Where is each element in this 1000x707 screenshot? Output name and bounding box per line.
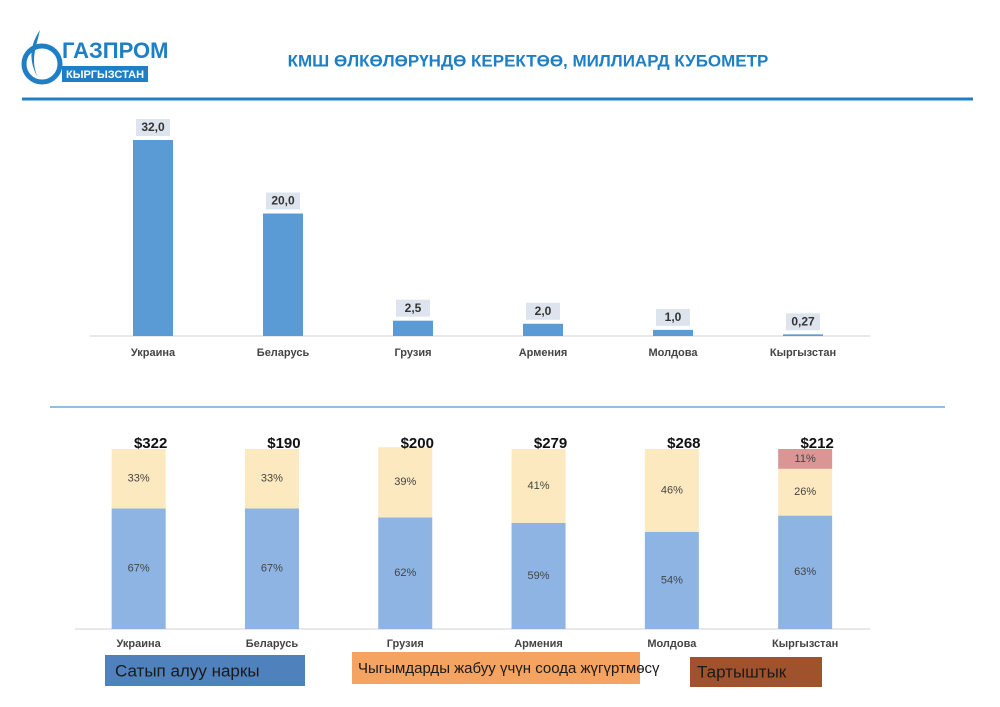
value-label-bg bbox=[656, 308, 690, 326]
value-label: 33% bbox=[261, 473, 283, 485]
bar-segment bbox=[511, 522, 566, 629]
x-tick-label: Кыргызстан bbox=[770, 347, 836, 359]
bar-segment bbox=[644, 449, 699, 532]
bar-segment bbox=[778, 468, 833, 516]
total-label: $190 bbox=[267, 435, 300, 452]
value-label-bg bbox=[786, 313, 820, 331]
bar bbox=[393, 320, 433, 336]
bar-segment bbox=[244, 508, 299, 629]
legend-swatch bbox=[690, 657, 822, 687]
value-label: 41% bbox=[528, 480, 550, 492]
value-label: 59% bbox=[528, 570, 550, 582]
legend-swatch bbox=[352, 652, 640, 684]
bar-segment bbox=[111, 508, 166, 629]
value-label-bg bbox=[266, 192, 300, 210]
value-label: 0,27 bbox=[791, 315, 815, 329]
total-label: $322 bbox=[134, 435, 167, 452]
bar bbox=[523, 323, 563, 336]
value-label: 2,0 bbox=[535, 304, 552, 318]
x-tick-label: Грузия bbox=[387, 638, 424, 650]
bar bbox=[263, 213, 303, 336]
x-tick-label: Украина bbox=[131, 347, 176, 359]
value-label: 39% bbox=[394, 476, 416, 488]
logo-ring bbox=[21, 43, 63, 85]
value-label: 63% bbox=[794, 566, 816, 578]
logo-band bbox=[62, 66, 148, 82]
value-label: 26% bbox=[794, 486, 816, 498]
total-label: $200 bbox=[401, 435, 434, 452]
bar-segment bbox=[244, 449, 299, 509]
value-label: 62% bbox=[394, 567, 416, 579]
legend-swatch bbox=[105, 655, 305, 686]
x-tick-label: Молдова bbox=[648, 347, 698, 359]
value-label: 1,0 bbox=[665, 310, 682, 324]
x-tick-label: Кыргызстан bbox=[772, 638, 838, 650]
bar-segment bbox=[378, 517, 433, 629]
logo-text: ГАЗПРОМ bbox=[62, 38, 168, 63]
total-label: $279 bbox=[534, 435, 567, 452]
legend-label: Тартыштык bbox=[697, 662, 787, 681]
total-label: $212 bbox=[800, 435, 833, 452]
bar-segment bbox=[378, 447, 433, 518]
bar bbox=[653, 329, 693, 336]
x-tick-label: Беларусь bbox=[257, 347, 310, 359]
value-label: 11% bbox=[795, 453, 816, 465]
total-label: $268 bbox=[667, 435, 700, 452]
bar bbox=[783, 334, 823, 336]
bar-segment bbox=[778, 449, 833, 469]
legend-label: Чыгымдарды жабуу үчүн соода жүгүртмөсү bbox=[358, 660, 660, 677]
value-label: 32,0 bbox=[141, 120, 165, 134]
bar-segment bbox=[111, 449, 166, 509]
x-tick-label: Армения bbox=[519, 347, 568, 359]
value-label: 20,0 bbox=[271, 194, 295, 208]
value-label-bg bbox=[396, 299, 430, 317]
value-label-bg bbox=[136, 119, 170, 136]
value-label: 33% bbox=[128, 473, 150, 485]
title: КМШ ӨЛКӨЛӨРҮНДӨ КЕРЕКТӨӨ, МИЛЛИАРД КУБОМ… bbox=[288, 51, 769, 70]
logo: ГАЗПРОМ КЫРГЫЗСТАН bbox=[21, 30, 168, 85]
value-label: 67% bbox=[261, 563, 283, 575]
value-label: 54% bbox=[661, 574, 683, 586]
bar-segment bbox=[644, 531, 699, 629]
bar-segment bbox=[511, 449, 566, 523]
x-tick-label: Грузия bbox=[394, 347, 431, 359]
x-tick-label: Молдова bbox=[647, 638, 697, 650]
legend-label: Сатып алуу наркы bbox=[115, 661, 260, 680]
logo-flame bbox=[31, 30, 40, 78]
bar bbox=[133, 140, 173, 336]
bar-segment bbox=[778, 515, 833, 629]
value-label: 67% bbox=[128, 563, 150, 575]
x-tick-label: Армения bbox=[514, 638, 563, 650]
value-label-bg bbox=[526, 302, 560, 320]
x-tick-label: Украина bbox=[117, 638, 162, 650]
x-tick-label: Беларусь bbox=[246, 638, 299, 650]
logo-subtext: КЫРГЫЗСТАН bbox=[66, 69, 144, 81]
value-label: 46% bbox=[661, 484, 683, 496]
value-label: 2,5 bbox=[405, 301, 422, 315]
